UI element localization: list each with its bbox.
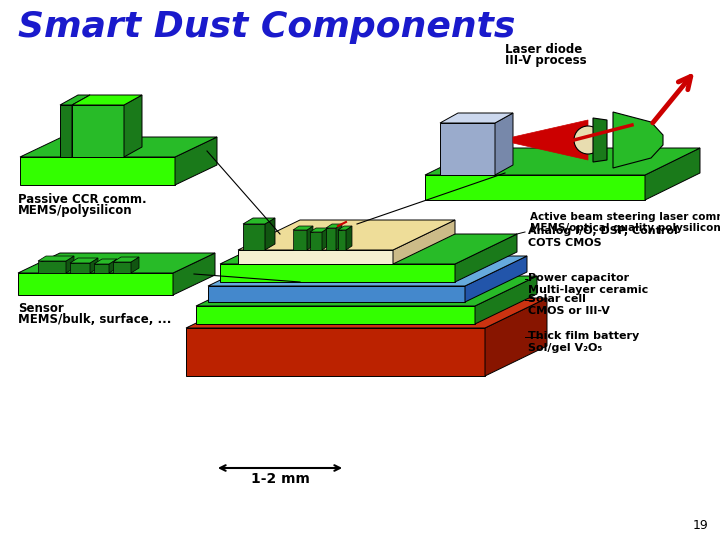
Polygon shape [196, 276, 537, 306]
Text: Power capacitor: Power capacitor [528, 273, 629, 283]
Text: MEMS/polysilicon: MEMS/polysilicon [18, 204, 132, 217]
Text: Smart Dust Components: Smart Dust Components [18, 10, 516, 44]
Text: 19: 19 [692, 519, 708, 532]
Polygon shape [18, 273, 173, 295]
Polygon shape [485, 298, 547, 376]
Polygon shape [113, 257, 139, 262]
Polygon shape [265, 218, 275, 250]
Polygon shape [310, 228, 328, 232]
Polygon shape [440, 113, 513, 123]
Polygon shape [440, 123, 495, 175]
Text: CMOS or III-V: CMOS or III-V [528, 306, 610, 316]
Polygon shape [326, 224, 342, 228]
Polygon shape [38, 256, 74, 261]
Polygon shape [124, 95, 142, 157]
Polygon shape [208, 286, 465, 302]
Polygon shape [60, 95, 90, 105]
Polygon shape [613, 112, 663, 168]
Polygon shape [455, 234, 517, 282]
Polygon shape [72, 95, 142, 105]
Polygon shape [186, 298, 547, 328]
Polygon shape [131, 257, 139, 273]
Polygon shape [94, 264, 109, 273]
Polygon shape [238, 250, 393, 264]
Polygon shape [243, 224, 265, 250]
Polygon shape [475, 276, 537, 324]
Polygon shape [70, 263, 90, 273]
Polygon shape [60, 105, 72, 157]
Polygon shape [196, 306, 475, 324]
Polygon shape [645, 148, 700, 200]
Text: Analog I/O, DSP, Control: Analog I/O, DSP, Control [528, 226, 678, 236]
Polygon shape [70, 258, 98, 263]
Polygon shape [175, 137, 217, 185]
Polygon shape [72, 105, 124, 157]
Text: 1-2 mm: 1-2 mm [251, 472, 310, 486]
Text: Active beam steering laser comm.: Active beam steering laser comm. [530, 212, 720, 222]
Polygon shape [220, 264, 455, 282]
Polygon shape [94, 259, 117, 264]
Polygon shape [109, 259, 117, 273]
Polygon shape [72, 95, 90, 157]
Polygon shape [243, 218, 275, 224]
Polygon shape [66, 256, 74, 273]
Polygon shape [293, 226, 313, 230]
Polygon shape [307, 226, 313, 250]
Polygon shape [20, 157, 175, 185]
Polygon shape [18, 253, 215, 273]
Polygon shape [220, 234, 517, 264]
Text: Thick film battery: Thick film battery [528, 331, 639, 341]
Polygon shape [425, 148, 700, 175]
Polygon shape [38, 261, 66, 273]
Polygon shape [346, 226, 352, 250]
Polygon shape [310, 232, 322, 250]
Polygon shape [238, 220, 455, 250]
Polygon shape [593, 118, 607, 162]
Text: III-V process: III-V process [505, 54, 587, 67]
Polygon shape [208, 256, 527, 286]
Polygon shape [425, 175, 645, 200]
Text: Solar cell: Solar cell [528, 294, 586, 304]
Polygon shape [465, 256, 527, 302]
Polygon shape [495, 113, 513, 175]
Text: MEMS/optical quality polysilicon: MEMS/optical quality polysilicon [530, 223, 720, 233]
Polygon shape [513, 120, 588, 160]
Text: Multi-layer ceramic: Multi-layer ceramic [528, 285, 648, 295]
Text: Sensor: Sensor [18, 302, 64, 315]
Polygon shape [173, 253, 215, 295]
Polygon shape [293, 230, 307, 250]
Text: Sol/gel V₂O₅: Sol/gel V₂O₅ [528, 343, 602, 353]
Text: COTS CMOS: COTS CMOS [528, 238, 602, 248]
Text: MEMS/bulk, surface, ...: MEMS/bulk, surface, ... [18, 313, 171, 326]
Polygon shape [338, 226, 352, 230]
Polygon shape [338, 230, 346, 250]
Circle shape [574, 126, 602, 154]
Polygon shape [20, 137, 217, 157]
Polygon shape [322, 228, 328, 250]
Polygon shape [393, 220, 455, 264]
Polygon shape [90, 258, 98, 273]
Polygon shape [113, 262, 131, 273]
Text: Passive CCR comm.: Passive CCR comm. [18, 193, 147, 206]
Polygon shape [336, 224, 342, 250]
Polygon shape [186, 328, 485, 376]
Text: Laser diode: Laser diode [505, 43, 582, 56]
Polygon shape [326, 228, 336, 250]
